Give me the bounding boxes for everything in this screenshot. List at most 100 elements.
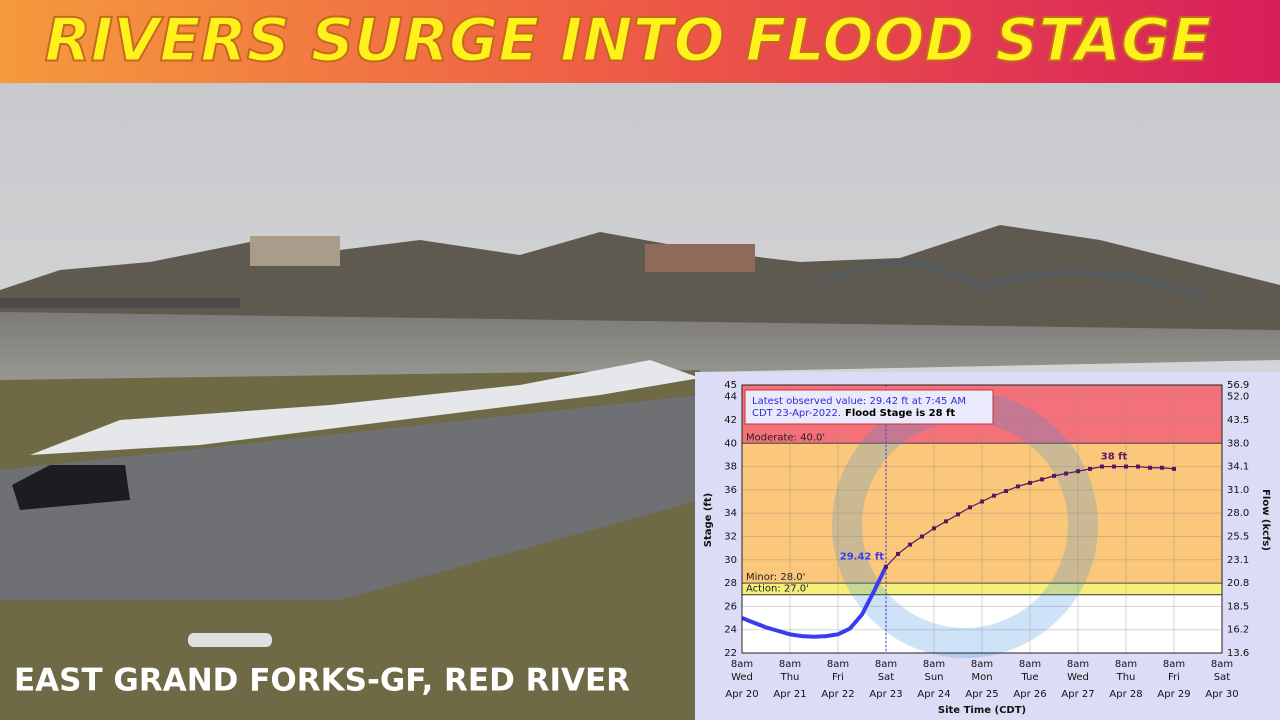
banner xyxy=(0,0,1280,83)
y-tick-label: 45 xyxy=(724,380,737,391)
data-label: 29.42 ft xyxy=(840,552,884,563)
x-tick-label: Apr 27 xyxy=(1061,689,1094,700)
x-tick-hour: 8am xyxy=(875,659,897,670)
x-tick-weekday: Fri xyxy=(832,672,844,683)
forecast-point xyxy=(1004,489,1008,494)
forecast-point xyxy=(1064,471,1068,476)
forecast-point xyxy=(1124,464,1128,469)
forecast-point xyxy=(956,512,960,517)
banner-title: RIVERS SURGE INTO FLOOD STAGE xyxy=(45,6,1212,76)
y-tick-label: 40 xyxy=(724,438,737,449)
forecast-point xyxy=(920,534,924,539)
threshold-label: Action: 27.0' xyxy=(746,584,809,595)
x-tick-label: Apr 24 xyxy=(917,689,950,700)
truck xyxy=(12,465,130,510)
forecast-point xyxy=(1148,465,1152,470)
x-axis-title: Site Time (CDT) xyxy=(938,705,1026,716)
y-axis-title: Stage (ft) xyxy=(703,493,714,547)
y2-tick-label: 56.9 xyxy=(1227,380,1249,391)
x-tick-label: Apr 22 xyxy=(821,689,854,700)
forecast-point xyxy=(932,526,936,531)
info-text: CDT 23-Apr-2022. xyxy=(752,408,841,419)
x-tick-weekday: Sat xyxy=(878,672,894,683)
y-tick-label: 26 xyxy=(724,601,737,612)
x-tick-weekday: Sun xyxy=(924,672,943,683)
info-text: CDT 23-Apr-2022. Flood Stage is 28 ft xyxy=(752,408,955,419)
threshold-label: Moderate: 40.0' xyxy=(746,432,825,443)
x-tick-hour: 8am xyxy=(827,659,849,670)
x-tick-label: Apr 30 xyxy=(1205,689,1238,700)
forecast-point xyxy=(1040,477,1044,482)
forecast-point xyxy=(1172,466,1176,471)
y-tick-label: 42 xyxy=(724,415,737,426)
y-tick-label: 28 xyxy=(724,578,737,589)
y2-tick-label: 23.1 xyxy=(1227,555,1249,566)
forecast-point xyxy=(980,499,984,504)
x-tick-weekday: Sat xyxy=(1214,672,1230,683)
x-tick-weekday: Wed xyxy=(731,672,753,683)
building xyxy=(250,236,340,266)
x-tick-hour: 8am xyxy=(1115,659,1137,670)
y2-tick-label: 20.8 xyxy=(1227,578,1249,589)
x-tick-hour: 8am xyxy=(779,659,801,670)
y-tick-label: 38 xyxy=(724,462,737,473)
forecast-point xyxy=(1076,469,1080,474)
x-tick-weekday: Fri xyxy=(1168,672,1180,683)
x-tick-label: Apr 29 xyxy=(1157,689,1190,700)
x-tick-hour: 8am xyxy=(971,659,993,670)
forecast-point xyxy=(968,505,972,510)
y2-tick-label: 38.0 xyxy=(1227,438,1249,449)
info-text: Flood Stage is 28 ft xyxy=(845,408,955,419)
x-tick-weekday: Wed xyxy=(1067,672,1089,683)
forecast-point xyxy=(884,564,888,569)
plot-border xyxy=(741,384,1223,654)
y2-tick-label: 25.5 xyxy=(1227,531,1249,542)
y2-tick-label: 52.0 xyxy=(1227,392,1249,403)
y2-axis-title: Flow (kcfs) xyxy=(1260,489,1271,551)
y-tick-label: 30 xyxy=(724,555,737,566)
forecast-point xyxy=(908,542,912,547)
bridge xyxy=(818,260,1211,303)
x-tick-label: Apr 28 xyxy=(1109,689,1142,700)
x-tick-hour: 8am xyxy=(1067,659,1089,670)
forecast-point xyxy=(992,493,996,498)
y-tick-label: 32 xyxy=(724,531,737,542)
y2-tick-label: 16.2 xyxy=(1227,625,1249,636)
threshold-label: Minor: 28.0' xyxy=(746,572,805,583)
observed-line xyxy=(741,565,888,639)
x-tick-label: Apr 25 xyxy=(965,689,998,700)
forecast-point xyxy=(944,519,948,524)
snow-pile xyxy=(188,633,272,647)
x-tick-weekday: Thu xyxy=(1116,672,1136,683)
info-box xyxy=(744,389,994,425)
x-tick-hour: 8am xyxy=(923,659,945,670)
y2-tick-label: 28.0 xyxy=(1227,508,1249,519)
x-tick-label: Apr 26 xyxy=(1013,689,1046,700)
snow-pile xyxy=(30,360,700,455)
y-tick-label: 22 xyxy=(724,648,737,659)
x-tick-label: Apr 21 xyxy=(773,689,806,700)
x-tick-weekday: Tue xyxy=(1020,672,1038,683)
x-tick-hour: 8am xyxy=(1211,659,1233,670)
info-text: Latest observed value: 29.42 ft at 7:45 … xyxy=(752,396,966,407)
forecast-point xyxy=(1028,480,1032,485)
y2-tick-label: 31.0 xyxy=(1227,485,1249,496)
y2-tick-label: 13.6 xyxy=(1227,648,1249,659)
x-tick-label: Apr 23 xyxy=(869,689,902,700)
x-tick-weekday: Mon xyxy=(971,672,992,683)
y2-tick-label: 34.1 xyxy=(1227,462,1249,473)
x-tick-hour: 8am xyxy=(1019,659,1041,670)
y2-tick-label: 43.5 xyxy=(1227,415,1249,426)
flood-band xyxy=(742,583,1222,595)
forecast-point xyxy=(1112,464,1116,469)
x-tick-weekday: Thu xyxy=(780,672,800,683)
y2-tick-label: 18.5 xyxy=(1227,601,1249,612)
bridge xyxy=(0,298,240,308)
building xyxy=(645,244,755,272)
forecast-point xyxy=(1088,466,1092,471)
forecast-point xyxy=(1160,465,1164,470)
y-tick-label: 36 xyxy=(724,485,737,496)
data-label: 38 ft xyxy=(1101,452,1128,463)
